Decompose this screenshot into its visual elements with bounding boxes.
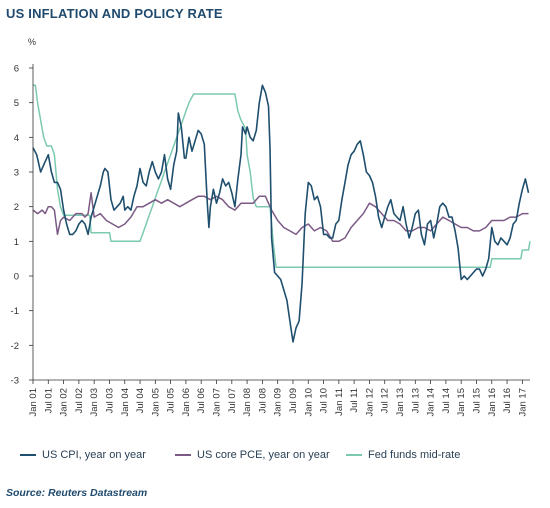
- legend-swatch-pce: [175, 454, 191, 456]
- legend-swatch-cpi: [20, 454, 36, 456]
- x-tick-label: Jan 01: [28, 388, 39, 417]
- series-line-pce: [32, 192, 529, 243]
- x-tick-label: Jan 15: [456, 388, 467, 417]
- x-tick-label: Jan 05: [150, 388, 161, 417]
- series-line-cpi: [32, 84, 530, 343]
- y-axis-unit: %: [28, 37, 37, 47]
- y-tick-label: 5: [14, 98, 19, 109]
- x-tick-label: Jul 10: [319, 388, 330, 413]
- x-tick-label: Jan 17: [517, 388, 528, 417]
- x-tick-label: Jan 10: [303, 388, 314, 417]
- x-tick-label: Jan 08: [242, 388, 253, 417]
- x-tick-label: Jan 04: [120, 388, 131, 417]
- x-tick-label: Jan 09: [273, 388, 284, 417]
- x-tick-label: Jan 14: [426, 388, 437, 417]
- y-tick-label: 3: [14, 168, 19, 179]
- legend-item-pce: US core PCE, year on year: [175, 449, 330, 461]
- x-tick-label: Jul 06: [196, 388, 207, 413]
- chart-title: US INFLATION AND POLICY RATE: [6, 6, 223, 21]
- x-tick-label: Jul 09: [288, 388, 299, 413]
- y-tick-label: -2: [11, 341, 19, 352]
- legend-label-fed: Fed funds mid-rate: [368, 449, 461, 461]
- x-tick-label: Jul 12: [380, 388, 391, 413]
- chart-legend: US CPI, year on year US core PCE, year o…: [0, 449, 550, 467]
- x-tick-label: Jul 02: [74, 388, 85, 413]
- x-tick-label: Jul 11: [349, 388, 360, 413]
- x-tick-label: Jan 13: [395, 388, 406, 417]
- legend-item-fed: Fed funds mid-rate: [346, 449, 460, 461]
- legend-label-cpi: US CPI, year on year: [42, 449, 146, 461]
- x-tick-label: Jul 03: [104, 388, 115, 413]
- x-tick-label: Jul 08: [257, 388, 268, 413]
- x-tick-label: Jan 11: [334, 388, 345, 416]
- x-tick-label: Jan 02: [59, 388, 70, 417]
- x-tick-label: Jul 05: [166, 388, 177, 413]
- x-tick-label: Jan 07: [212, 388, 223, 417]
- y-tick-label: 2: [14, 202, 19, 213]
- legend-swatch-fed: [346, 454, 362, 456]
- y-tick-label: 1: [14, 237, 19, 248]
- x-tick-label: Jul 13: [410, 388, 421, 413]
- series-layer: [32, 84, 531, 343]
- x-tick-label: Jan 16: [487, 388, 498, 417]
- y-tick-label: -3: [11, 376, 19, 387]
- x-tick-label: Jul 04: [135, 388, 146, 413]
- y-tick-label: -1: [11, 306, 19, 317]
- legend-item-cpi: US CPI, year on year: [20, 449, 146, 461]
- y-tick-label: 6: [14, 64, 19, 75]
- x-tick-label: Jan 03: [89, 388, 100, 417]
- x-tick-label: Jul 07: [227, 388, 238, 413]
- legend-label-pce: US core PCE, year on year: [197, 449, 330, 461]
- x-tick-label: Jul 16: [502, 388, 513, 413]
- y-tick-label: 0: [14, 272, 19, 283]
- source-note: Source: Reuters Datastream: [6, 487, 148, 499]
- y-axis-ticks: 6 5 4 3 2 1 0 -1 -2 -3: [11, 64, 33, 387]
- series-line-fed: [33, 84, 531, 269]
- x-tick-label: Jul 15: [471, 388, 482, 413]
- x-tick-label: Jul 14: [441, 388, 452, 413]
- x-tick-label: Jan 12: [364, 388, 375, 417]
- x-tick-label: Jul 01: [43, 388, 54, 413]
- x-tick-label: Jan 06: [181, 388, 192, 417]
- x-axis-ticks: Jan 01 Jul 01 Jan 02 Jul 02 Jan 03 Jul 03 Jan …: [28, 379, 530, 417]
- y-tick-label: 4: [14, 133, 19, 144]
